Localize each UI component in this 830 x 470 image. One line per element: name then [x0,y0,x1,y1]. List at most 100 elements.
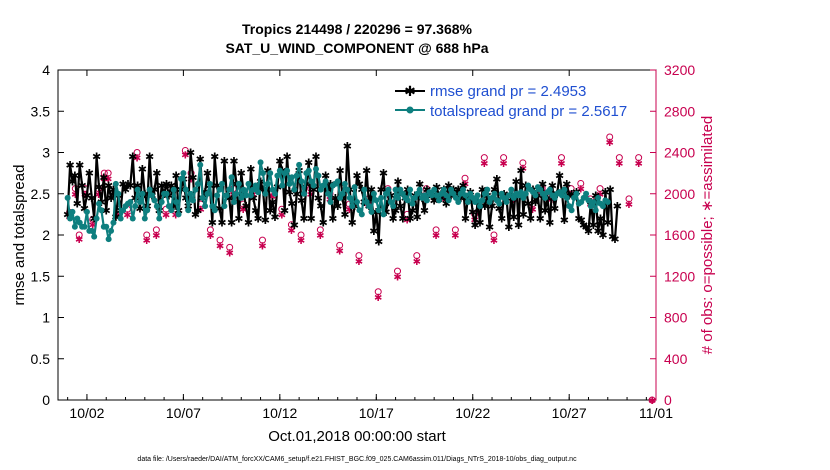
possible-obs-point [104,169,112,177]
rmse-point: ✱ [68,176,77,188]
rmse-point: ✱ [613,201,622,213]
possible-obs-point [461,174,469,182]
assimilated-obs-point: ✱ [278,210,286,221]
spread-point [223,192,230,199]
spread-point [443,192,450,199]
spread-point [298,178,305,185]
spread-point [433,192,440,199]
assimilated-obs-point: ✱ [75,235,83,246]
rmse-point: ✱ [227,218,236,230]
x-axis: 10/02 10/07 10/12 10/17 10/22 10/27 11/01 [67,70,673,421]
rmse-point: ✱ [246,164,255,176]
rmse-point: ✱ [65,160,74,172]
x-tick-label: 10/12 [262,405,297,421]
rmse-point: ✱ [215,204,224,216]
rmse-point: ✱ [579,220,588,232]
spread-point [245,180,252,187]
spread-point [110,219,117,226]
spread-point [134,186,141,193]
y2-tick-label: 2400 [664,145,695,161]
spread-point [334,178,341,185]
spread-point [573,190,580,197]
spread-point [144,207,151,214]
possible-obs-point [187,169,195,177]
spread-point [243,192,250,199]
rmse-point: ✱ [104,181,113,193]
rmse-point: ✱ [456,193,465,205]
possible-obs-point [480,154,488,162]
spread-point [542,194,549,201]
spread-point [563,194,570,201]
rmse-point: ✱ [560,215,569,227]
possible-obs-point [297,231,305,239]
assimilated-obs-point: ✱ [94,190,102,201]
spread-point [380,211,387,218]
spread-point [64,194,71,201]
y2-tick-label: 3200 [664,62,695,78]
rmse-point: ✱ [444,181,453,193]
rmse-point: ✱ [333,201,342,213]
y-tick-label: 1 [42,310,50,326]
spread-point [508,186,515,193]
possible-obs-point [355,252,363,260]
rmse-point: ✱ [208,218,217,230]
y2-tick-label: 2800 [664,103,695,119]
rmse-point: ✱ [302,179,311,191]
spread-point [139,190,146,197]
assimilated-obs-point: ✱ [316,231,324,242]
rmse-point: ✱ [555,171,564,183]
possible-obs-point [336,241,344,249]
spread-point [378,194,385,201]
possible-obs-point [181,146,189,154]
rmse-point: ✱ [196,154,205,166]
spread-point [83,208,90,215]
rmse-point: ✱ [280,205,289,217]
spread-point [300,190,307,197]
y-tick-label: 2 [42,227,50,243]
assimilated-obs-point: ✱ [625,200,633,211]
spread-point [192,186,199,193]
spread-point [599,203,606,210]
plot-area [57,69,657,401]
spread-point [190,197,197,204]
spread-point [194,180,201,187]
possible-obs-point [500,154,508,162]
rmse-point: ✱ [504,222,513,234]
possible-obs-point [394,267,402,275]
spread-point [279,182,286,189]
spread-point [310,182,317,189]
spread-point [315,172,322,179]
rmse-point: ✱ [321,171,330,183]
spread-point [546,186,553,193]
rmse-point: ✱ [106,193,115,205]
spread-point [445,197,452,204]
spread-point [358,211,365,218]
spread-point [440,186,447,193]
y-tick-label: 0.5 [31,351,51,367]
rmse-point: ✱ [75,160,84,172]
rmse-point: ✱ [251,205,260,217]
assimilated-obs-point: ✱ [393,272,401,283]
spread-point [590,199,597,205]
rmse-point: ✱ [369,226,378,238]
rmse-point: ✱ [581,222,590,234]
spread-point [146,186,153,193]
assimilated-obs-point: ✱ [152,231,160,242]
assimilated-obs-point: ✱ [81,190,89,201]
spread-point [235,180,242,187]
rmse-point: ✱ [316,201,325,213]
assimilated-obs-point: ✱ [171,210,179,221]
spread-point [428,192,435,199]
spread-point [349,203,356,210]
series-lines: ✱✱✱✱✱✱✱✱✱✱✱✱✱✱✱✱✱✱✱✱✱✱✱✱✱✱✱✱✱✱✱✱✱✱✱✱✱✱✱✱… [63,141,622,249]
spread-point [305,167,312,174]
assimilated-obs-point: ✱ [451,231,459,242]
assimilated-obs-point: ✱ [104,174,112,185]
assimilated-obs-point: ✱ [258,241,266,252]
spread-point [394,194,401,201]
rmse-point: ✱ [372,207,381,219]
y-axis-right: 0 400 800 1200 1600 2000 2400 2800 3200 [650,62,695,408]
rmse-point: ✱ [99,172,108,184]
rmse-point: ✱ [285,187,294,199]
